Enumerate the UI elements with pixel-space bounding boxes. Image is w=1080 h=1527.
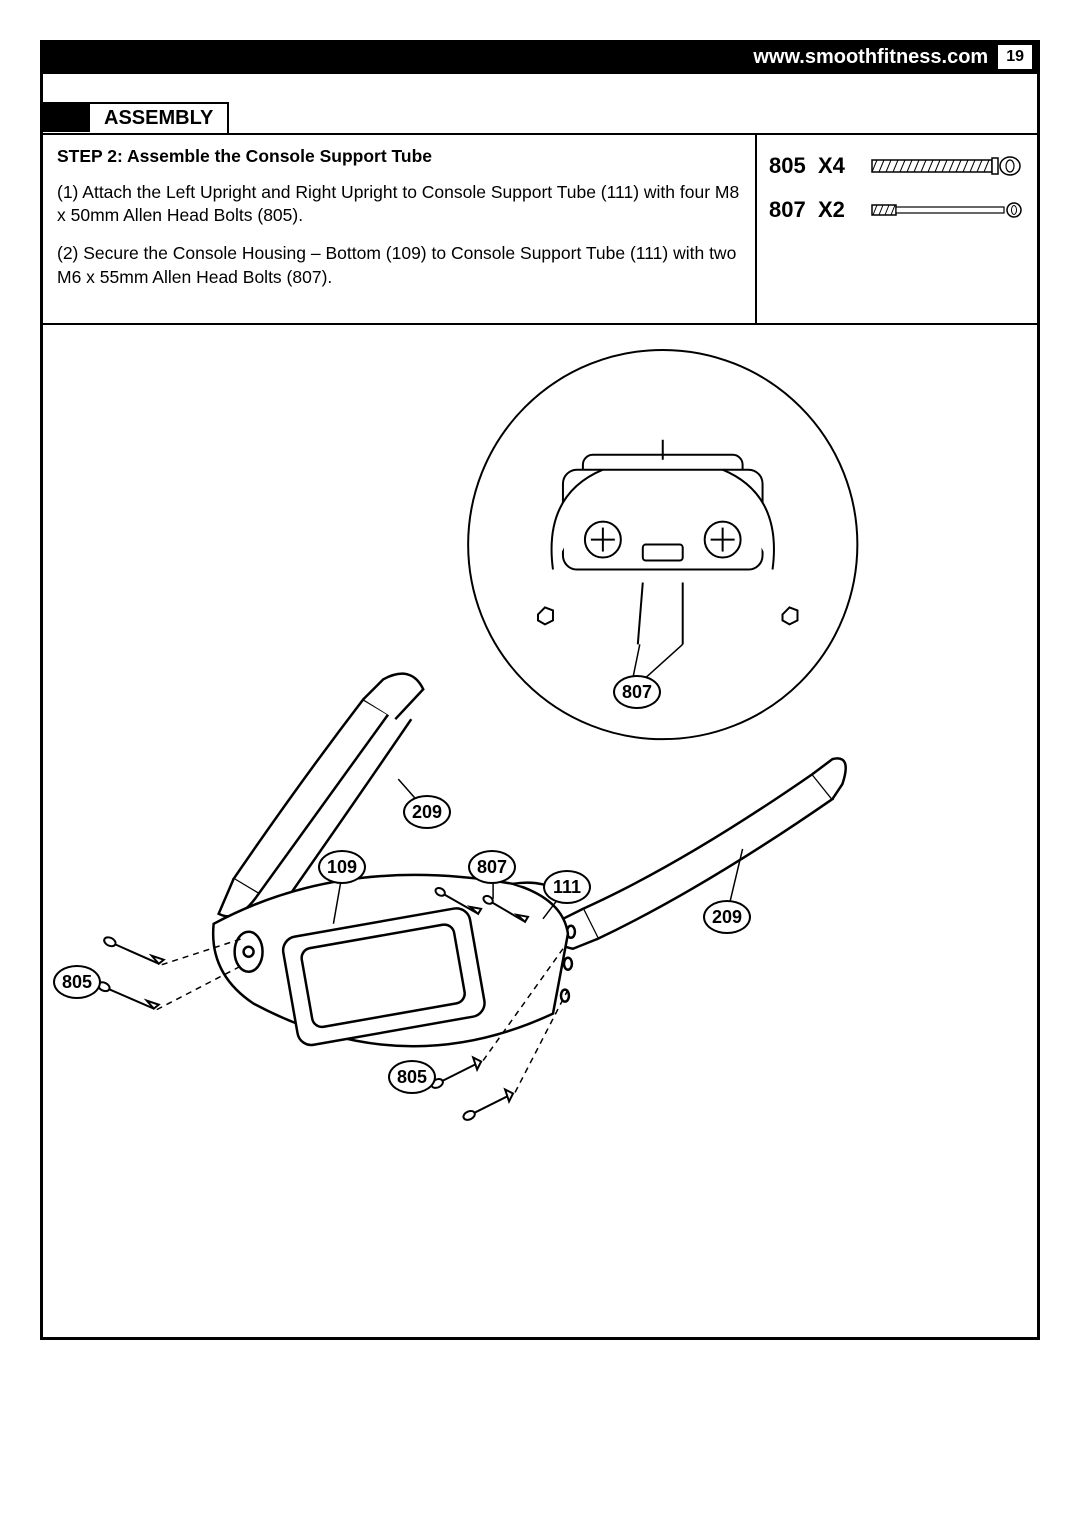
page-number: 19 xyxy=(998,45,1032,69)
hardware-row-805: 805 X4 xyxy=(769,153,1025,179)
content-row: STEP 2: Assemble the Console Support Tub… xyxy=(43,133,1037,323)
diagram-area: 807 209 109 807 111 209 805 805 xyxy=(43,323,1037,1323)
callout-109: 109 xyxy=(318,850,366,884)
callout-805: 805 xyxy=(388,1060,436,1094)
instruction-1: (1) Attach the Left Upright and Right Up… xyxy=(57,181,741,228)
hw-part: 807 xyxy=(769,197,806,222)
instruction-2: (2) Secure the Console Housing – Bottom … xyxy=(57,242,741,289)
hardware-box: 805 X4 xyxy=(757,135,1037,323)
callout-209: 209 xyxy=(703,900,751,934)
bolt-large-icon xyxy=(869,156,1025,176)
callout-805: 805 xyxy=(53,965,101,999)
page-border: www.smoothfitness.com 19 ASSEMBLY STEP 2… xyxy=(40,40,1040,1340)
callout-807: 807 xyxy=(613,675,661,709)
instructions-box: STEP 2: Assemble the Console Support Tub… xyxy=(43,135,757,323)
callout-111: 111 xyxy=(543,870,591,904)
callout-807: 807 xyxy=(468,850,516,884)
hw-qty: X4 xyxy=(818,153,845,178)
assembly-diagram xyxy=(43,325,1037,1323)
section-tab xyxy=(40,102,90,132)
hw-label: 807 X2 xyxy=(769,197,869,223)
section-title: ASSEMBLY xyxy=(90,102,229,135)
step-title: STEP 2: Assemble the Console Support Tub… xyxy=(57,145,741,169)
hw-label: 805 X4 xyxy=(769,153,869,179)
header-bar: www.smoothfitness.com 19 xyxy=(40,40,1040,74)
section-header: ASSEMBLY xyxy=(40,102,1037,135)
hw-part: 805 xyxy=(769,153,806,178)
website-url: www.smoothfitness.com xyxy=(753,46,988,69)
hw-qty: X2 xyxy=(818,197,845,222)
callout-209: 209 xyxy=(403,795,451,829)
hardware-row-807: 807 X2 xyxy=(769,197,1025,223)
bolt-small-icon xyxy=(869,202,1025,218)
